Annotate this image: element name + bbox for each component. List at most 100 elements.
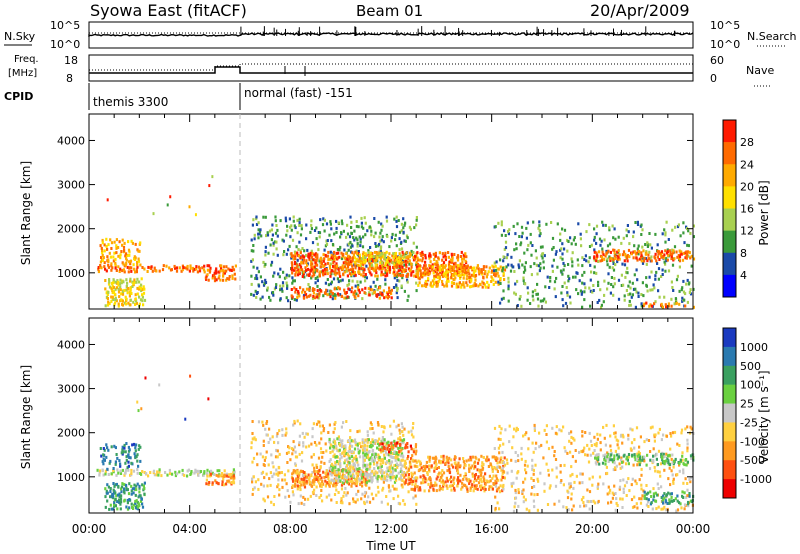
heatmap-cell [552,246,555,249]
heatmap-cell [330,498,333,502]
heatmap-cell [620,241,623,245]
heatmap-cell [410,273,413,277]
heatmap-cell [590,243,593,247]
heatmap-cell [635,290,638,294]
heatmap-cell [207,278,210,282]
heatmap-cell [346,453,349,457]
heatmap-cell [400,247,404,251]
heatmap-cell [269,471,272,475]
heatmap-cell [692,257,696,261]
heatmap-cell [307,267,310,271]
heatmap-cell [597,458,600,462]
heatmap-cell [673,430,677,434]
heatmap-cell [458,457,461,461]
heatmap-cell [496,487,499,491]
heatmap-cell [456,484,459,488]
heatmap-cell [440,480,443,484]
heatmap-cell [121,292,125,296]
heatmap-cell [285,273,288,277]
heatmap-cell [513,291,516,295]
heatmap-cell [260,471,263,475]
heatmap-cell [655,457,658,461]
heatmap-cell [276,253,279,257]
heatmap-cell [570,497,573,501]
heatmap-cell [349,429,352,433]
heatmap-cell [333,469,336,473]
heatmap-cell [102,447,105,450]
heatmap-cell [132,442,136,446]
heatmap-cell [492,283,495,286]
heatmap-cell [681,451,684,455]
heatmap-cell [311,274,314,278]
heatmap-cell [458,281,461,285]
heatmap-cell [336,248,339,251]
heatmap-cell [296,474,299,478]
heatmap-cell [623,453,626,457]
heatmap-cell [571,260,574,264]
heatmap-cell [595,259,598,263]
heatmap-cell [334,441,337,445]
heatmap-cell [628,303,631,307]
colorbar-segment [723,208,736,231]
heatmap-cell [579,289,582,293]
heatmap-cell [312,291,315,295]
heatmap-cell [448,265,451,269]
heatmap-cell [428,469,431,473]
heatmap-cell [578,279,581,283]
heatmap-cell [468,467,471,471]
heatmap-cell [268,427,271,431]
heatmap-cell [431,284,434,288]
heatmap-cell [143,267,146,271]
heatmap-cell [397,471,400,475]
heatmap-cell [296,484,299,488]
heatmap-cell [321,424,324,428]
heatmap-cell [640,223,643,227]
heatmap-cell [665,305,668,309]
heatmap-cell [264,250,267,254]
heatmap-cell [622,478,625,482]
heatmap-cell [568,277,571,281]
heatmap-cell [492,474,495,478]
heatmap-cell [340,475,343,479]
heatmap-cell [640,302,643,306]
heatmap-cell [298,240,301,244]
heatmap-cell [328,440,331,443]
heatmap-cell [376,421,380,424]
heatmap-cell [454,276,457,280]
heatmap-cell [304,293,308,296]
heatmap-cell [373,250,377,254]
heatmap-cell [504,246,508,250]
heatmap-cell [680,506,683,510]
heatmap-cell [295,298,298,302]
heatmap-cell [448,478,452,482]
heatmap-cell [681,454,684,458]
heatmap-cell [479,473,482,477]
heatmap-cell [112,488,115,492]
heatmap-cell [400,448,403,452]
heatmap-cell [337,462,340,466]
heatmap-cell [583,504,586,508]
heatmap-cell [296,472,299,476]
heatmap-cell [646,259,649,263]
heatmap-cell [673,245,677,249]
heatmap-cell [376,288,379,292]
heatmap-cell [660,255,663,259]
heatmap-cell [356,467,359,471]
heatmap-cell [569,236,572,240]
heatmap-cell [128,456,131,459]
heatmap-cell [336,264,339,268]
heatmap-cell [125,288,128,292]
heatmap-cell [225,482,228,486]
heatmap-cell [640,259,643,263]
heatmap-cell [411,454,414,458]
heatmap-cell [317,231,320,234]
heatmap-cell [144,472,148,476]
heatmap-cell [638,463,641,467]
heatmap-cell [493,466,496,469]
heatmap-cell [390,444,393,448]
heatmap-cell [309,268,312,272]
heatmap-cell [599,433,602,437]
heatmap-cell [412,255,415,259]
heatmap-cell [446,479,449,483]
heatmap-cell [130,489,133,493]
